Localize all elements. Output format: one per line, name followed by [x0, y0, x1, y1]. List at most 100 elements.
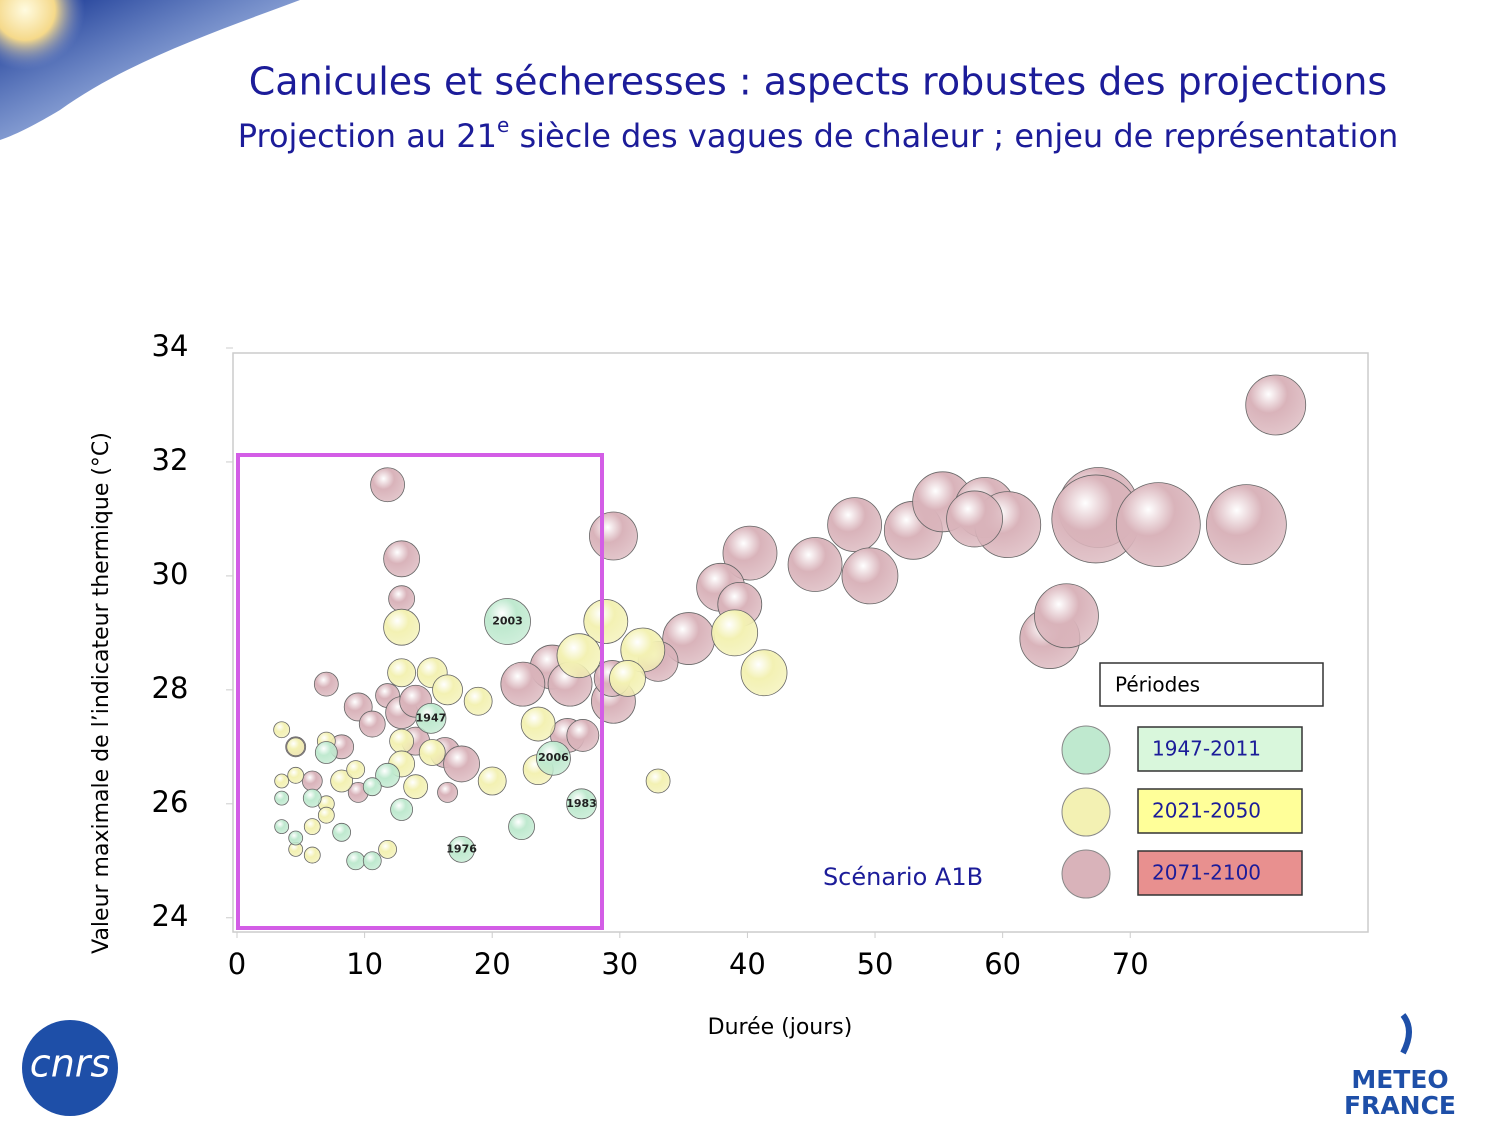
bubble: [946, 490, 1003, 548]
bubble: [303, 846, 321, 864]
bubble: [536, 740, 571, 776]
decor-sun: [0, 0, 85, 70]
bubble: [317, 806, 335, 824]
bubble: [287, 766, 305, 784]
bubble: [274, 773, 290, 789]
bubble: [313, 671, 339, 697]
bubble: [432, 674, 463, 706]
legend-box: [1137, 788, 1303, 834]
bubble: [566, 788, 597, 820]
x-tick-label: 30: [601, 947, 638, 981]
bubble: [362, 851, 382, 871]
slide-subtitle: Projection au 21e siècle des vagues de c…: [238, 113, 1398, 156]
bubble: [288, 830, 304, 846]
bubble: [375, 762, 400, 788]
bubble: [302, 788, 322, 808]
bubble: [389, 728, 415, 754]
bubble: [388, 585, 416, 613]
x-axis-label: Durée (jours): [708, 1015, 853, 1040]
bubble: [566, 719, 600, 752]
x-tick-label: 60: [984, 947, 1021, 981]
bubble: [508, 813, 535, 840]
legend-box: [1137, 726, 1303, 772]
legend-swatch: [1061, 725, 1111, 775]
bubble: [370, 467, 405, 503]
bubble: [303, 818, 321, 835]
bubble-label: 1976: [446, 842, 477, 855]
bubble: [383, 540, 421, 578]
bubble: [609, 660, 646, 697]
bubble: [358, 710, 386, 738]
legend-swatch: [1061, 787, 1111, 837]
bubble: [1115, 482, 1201, 568]
legend-title-box: [1099, 662, 1324, 707]
legend-label: 2071-2100: [1152, 861, 1261, 885]
bubble: [589, 511, 638, 561]
legend: 1947-2011 2021-2050 2071-2100: [1061, 725, 1303, 899]
bubble: [301, 770, 323, 792]
bubble: [841, 547, 899, 605]
legend-title: Périodes: [1115, 673, 1200, 697]
bubble: [463, 686, 493, 716]
bubble: [787, 537, 843, 592]
bubble: [332, 822, 352, 842]
bubble: [314, 741, 338, 764]
bubble: [415, 702, 447, 734]
x-tick-label: 0: [228, 947, 246, 981]
y-axis-label: Valeur maximale de l’indicateur thermiqu…: [89, 432, 114, 954]
bubble: [645, 768, 671, 794]
legend-box: [1137, 850, 1303, 896]
subtitle-sup: e: [497, 113, 509, 137]
bubble-label: 2003: [492, 614, 523, 627]
bubble: [403, 774, 429, 800]
bubble: [1205, 484, 1287, 566]
cnrs-logo: [22, 1020, 118, 1116]
bubble: [711, 609, 759, 657]
bubble: [520, 706, 556, 742]
bubble-label: 1947: [416, 711, 447, 724]
subtitle-part: Projection au 21: [238, 117, 497, 155]
bubble: [273, 721, 291, 739]
meteo-logo-mark: [1400, 1013, 1412, 1055]
bubble: [477, 766, 507, 796]
bubble: [387, 658, 417, 688]
bubble: [286, 737, 306, 757]
bubble: [330, 769, 354, 793]
bubble: [390, 798, 414, 821]
x-tick-label: 20: [474, 947, 511, 981]
y-tick-label: 30: [152, 557, 189, 591]
legend-swatch: [1061, 849, 1111, 899]
bubble: [448, 835, 475, 863]
bubble-label: 2006: [538, 751, 569, 764]
bubble: [437, 782, 458, 803]
cnrs-logo-text: cnrs: [30, 1042, 110, 1086]
bubble: [500, 661, 546, 707]
y-tick-label: 24: [152, 899, 189, 933]
bubble: [583, 599, 629, 644]
y-tick-label: 26: [152, 785, 189, 819]
bubble: [274, 819, 290, 834]
bubble: [346, 760, 366, 780]
plot-area: [232, 352, 1369, 933]
meteo-logo-text: METEO: [1351, 1065, 1448, 1094]
bubble: [443, 745, 480, 783]
slide-title: Canicules et sécheresses : aspects robus…: [249, 60, 1387, 104]
bubble: [418, 739, 446, 766]
bubble: [1245, 374, 1307, 436]
highlight-box: [236, 453, 604, 930]
y-tick-label: 32: [152, 443, 189, 477]
y-tick-label: 34: [152, 329, 189, 363]
x-tick-label: 40: [729, 947, 766, 981]
y-tick-label: 28: [152, 671, 189, 705]
x-tick-label: 10: [346, 947, 383, 981]
bubble: [1034, 583, 1099, 649]
bubble: [362, 777, 382, 797]
bubble: [827, 497, 883, 553]
bubble: [274, 790, 290, 806]
bubble: [740, 649, 788, 697]
bubble: [378, 839, 397, 859]
bubble: [346, 851, 366, 871]
subtitle-part: siècle des vagues de chaleur ; enjeu de …: [509, 117, 1398, 155]
